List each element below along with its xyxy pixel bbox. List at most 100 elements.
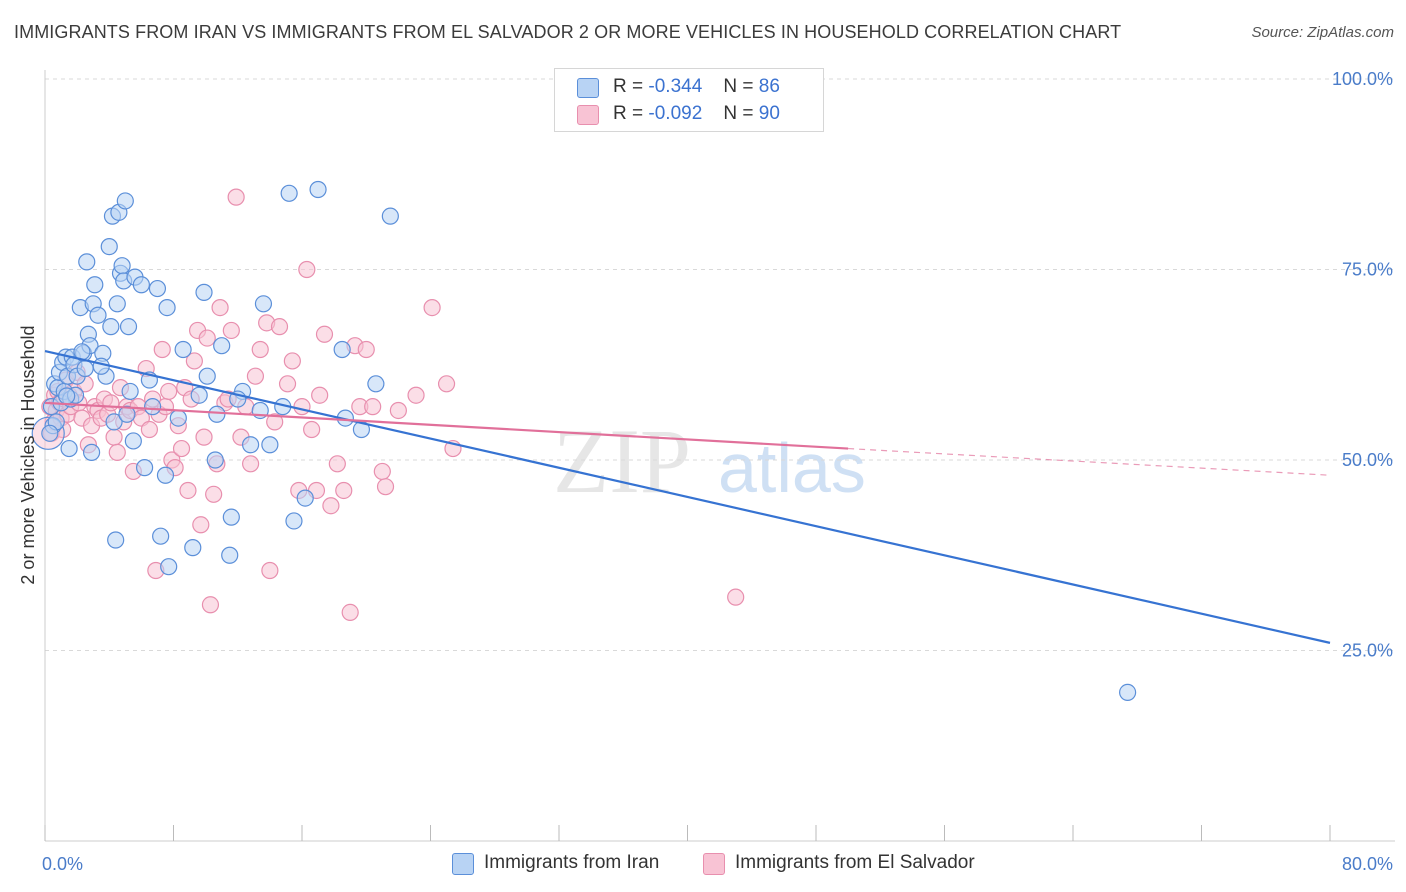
el-salvador-point	[315, 325, 334, 343]
iran-point	[221, 546, 239, 564]
iran-point	[102, 318, 120, 336]
iran-point	[195, 283, 213, 301]
iran-point	[41, 424, 59, 442]
y-tick-label: 75.0%	[1342, 260, 1393, 280]
el-salvador-point	[198, 329, 216, 347]
el-salvador-point	[261, 561, 279, 580]
el-salvador-point	[270, 318, 289, 336]
chart-title: IMMIGRANTS FROM IRAN VS IMMIGRANTS FROM …	[14, 22, 1122, 42]
trend-line-iran	[44, 349, 1331, 644]
el-salvador-point	[283, 352, 301, 370]
iran-point	[108, 295, 126, 313]
iran-point	[254, 295, 273, 313]
iran-point	[285, 512, 303, 530]
el-salvador-point	[185, 352, 203, 370]
iran-point	[156, 466, 175, 484]
iran-point	[116, 192, 134, 210]
el-salvador-point	[242, 455, 260, 473]
iran-point	[86, 276, 104, 294]
el-salvador-point	[172, 439, 191, 458]
el-salvador-point	[328, 455, 346, 473]
el-salvador-points	[31, 188, 745, 622]
trend-line-el-salvador-extrapolated	[848, 447, 1331, 476]
iran-point	[118, 405, 136, 423]
iran-point	[119, 318, 138, 336]
iran-point	[190, 386, 208, 404]
y-tick-labels: 25.0% 50.0% 75.0% 100.0%	[1332, 69, 1393, 661]
iran-point	[121, 382, 139, 401]
bottom-legend-swatch-el-salvador	[703, 853, 725, 875]
iran-point	[82, 443, 101, 461]
iran-point	[261, 436, 279, 454]
watermark-atlas: atlas	[718, 429, 866, 507]
iran-points	[41, 180, 1137, 702]
iran-point	[184, 539, 202, 557]
el-salvador-point	[376, 478, 395, 496]
el-salvador-point	[389, 401, 407, 420]
el-salvador-point	[298, 260, 316, 279]
correlation-legend: R = -0.344 N = 86 R = -0.092 N = 90	[554, 68, 824, 132]
iran-point	[78, 253, 96, 271]
iran-point	[198, 367, 216, 385]
iran-point	[152, 527, 170, 545]
legend-text-el-salvador: R = -0.092 N = 90	[613, 103, 780, 125]
el-salvador-point	[195, 428, 213, 446]
iran-point	[206, 451, 224, 469]
el-salvador-point	[278, 375, 297, 393]
iran-point	[124, 432, 142, 450]
legend-swatch-el-salvador	[577, 105, 599, 125]
iran-point	[381, 207, 399, 225]
iran-point	[160, 558, 178, 576]
iran-point	[89, 306, 107, 324]
y-tick-label: 100.0%	[1332, 69, 1393, 89]
el-salvador-point	[357, 340, 375, 359]
el-salvador-point	[335, 481, 353, 500]
iran-point	[222, 508, 240, 526]
el-salvador-point	[251, 340, 269, 359]
legend-n-value: 86	[758, 76, 780, 97]
legend-r-value: -0.344	[648, 76, 703, 97]
iran-point	[333, 340, 351, 359]
iran-point	[135, 459, 154, 477]
iran-point	[132, 276, 150, 294]
el-salvador-point	[341, 603, 359, 622]
el-salvador-point	[227, 188, 245, 206]
el-salvador-point	[322, 497, 340, 515]
iran-point	[76, 359, 94, 378]
iran-point	[280, 184, 298, 202]
iran-point	[113, 257, 131, 275]
el-salvador-point	[140, 420, 159, 439]
legend-r-label: R =	[613, 103, 644, 124]
el-salvador-point	[211, 299, 229, 317]
trend-lines	[44, 349, 1331, 644]
el-salvador-point	[423, 299, 441, 317]
bottom-legend-label-iran: Immigrants from Iran	[484, 852, 660, 873]
el-salvador-point	[364, 398, 382, 416]
x-tick-labels: 0.0% 80.0%	[42, 854, 1393, 874]
el-salvador-point	[108, 443, 126, 461]
iran-point	[296, 489, 314, 507]
el-salvador-point	[222, 321, 240, 340]
el-salvador-point	[201, 596, 220, 614]
legend-swatch-iran	[577, 78, 599, 98]
el-salvador-point	[266, 413, 284, 431]
source-credit: Source: ZipAtlas.com	[1251, 24, 1394, 41]
bottom-legend-label-el-salvador: Immigrants from El Salvador	[735, 852, 975, 873]
el-salvador-point	[293, 398, 311, 416]
legend-r-value: -0.092	[648, 103, 703, 124]
iran-point	[105, 413, 123, 431]
el-salvador-point	[311, 386, 329, 404]
el-salvador-point	[160, 382, 178, 401]
el-salvador-point	[373, 462, 391, 481]
y-axis-label: 2 or more Vehicles in Household	[18, 325, 38, 584]
iran-point	[158, 299, 176, 317]
x-tick-label: 0.0%	[42, 854, 83, 874]
iran-point	[208, 405, 226, 423]
watermark-zip: ZIP	[553, 410, 691, 512]
x-tick-label: 80.0%	[1342, 854, 1393, 874]
el-salvador-point	[407, 386, 425, 404]
el-salvador-point	[437, 375, 456, 393]
iran-point	[58, 387, 76, 405]
iran-point	[107, 531, 125, 549]
